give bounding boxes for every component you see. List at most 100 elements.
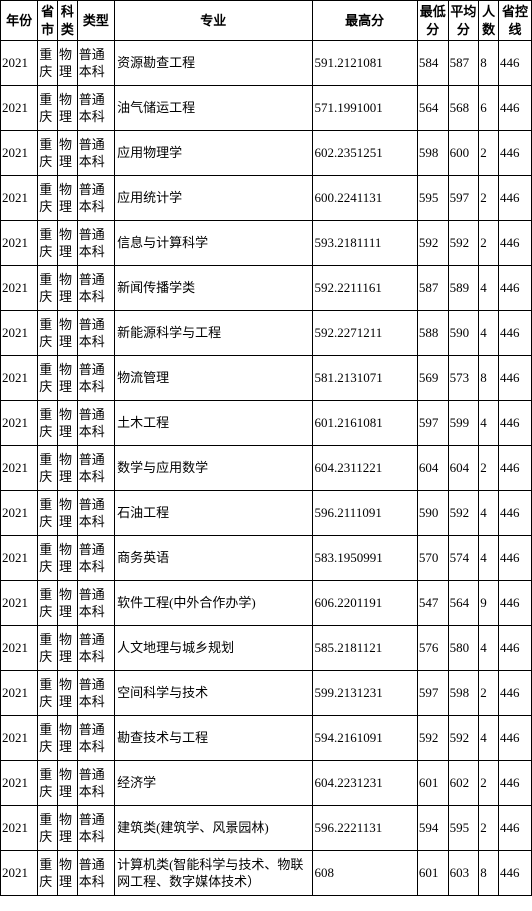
cell-subject: 物理 bbox=[58, 356, 78, 401]
cell-major: 物流管理 bbox=[115, 356, 312, 401]
cell-min: 547 bbox=[417, 581, 448, 626]
cell-year: 2021 bbox=[1, 176, 38, 221]
cell-subject: 物理 bbox=[58, 761, 78, 806]
header-province: 省市 bbox=[38, 1, 58, 41]
cell-type: 普通本科 bbox=[77, 761, 114, 806]
cell-line: 446 bbox=[499, 716, 532, 761]
cell-province: 重庆 bbox=[38, 41, 58, 86]
header-major: 专业 bbox=[115, 1, 312, 41]
cell-line: 446 bbox=[499, 671, 532, 716]
cell-avg: 587 bbox=[448, 41, 479, 86]
cell-min: 592 bbox=[417, 716, 448, 761]
cell-type: 普通本科 bbox=[77, 356, 114, 401]
cell-year: 2021 bbox=[1, 266, 38, 311]
cell-type: 普通本科 bbox=[77, 716, 114, 761]
cell-min: 597 bbox=[417, 671, 448, 716]
cell-line: 446 bbox=[499, 581, 532, 626]
cell-year: 2021 bbox=[1, 41, 38, 86]
table-row: 2021重庆物理普通本科经济学604.22312316016022446 bbox=[1, 761, 532, 806]
cell-year: 2021 bbox=[1, 311, 38, 356]
cell-line: 446 bbox=[499, 41, 532, 86]
cell-subject: 物理 bbox=[58, 491, 78, 536]
cell-subject: 物理 bbox=[58, 716, 78, 761]
cell-subject: 物理 bbox=[58, 86, 78, 131]
cell-major: 油气储运工程 bbox=[115, 86, 312, 131]
cell-count: 6 bbox=[479, 86, 499, 131]
cell-province: 重庆 bbox=[38, 626, 58, 671]
cell-major: 软件工程(中外合作办学) bbox=[115, 581, 312, 626]
cell-max: 602.2351251 bbox=[312, 131, 417, 176]
header-line: 省控线 bbox=[499, 1, 532, 41]
cell-count: 2 bbox=[479, 131, 499, 176]
cell-subject: 物理 bbox=[58, 806, 78, 851]
cell-count: 2 bbox=[479, 761, 499, 806]
cell-avg: 589 bbox=[448, 266, 479, 311]
table-row: 2021重庆物理普通本科石油工程596.21110915905924446 bbox=[1, 491, 532, 536]
table-row: 2021重庆物理普通本科建筑类(建筑学、风景园林)596.22211315945… bbox=[1, 806, 532, 851]
cell-line: 446 bbox=[499, 131, 532, 176]
cell-avg: 599 bbox=[448, 401, 479, 446]
cell-major: 信息与计算科学 bbox=[115, 221, 312, 266]
cell-type: 普通本科 bbox=[77, 491, 114, 536]
cell-line: 446 bbox=[499, 626, 532, 671]
cell-avg: 592 bbox=[448, 221, 479, 266]
cell-count: 4 bbox=[479, 401, 499, 446]
header-max: 最高分 bbox=[312, 1, 417, 41]
cell-max: 608 bbox=[312, 851, 417, 896]
cell-avg: 598 bbox=[448, 671, 479, 716]
cell-line: 446 bbox=[499, 266, 532, 311]
cell-major: 数学与应用数学 bbox=[115, 446, 312, 491]
cell-type: 普通本科 bbox=[77, 221, 114, 266]
cell-count: 4 bbox=[479, 536, 499, 581]
cell-count: 2 bbox=[479, 806, 499, 851]
cell-count: 2 bbox=[479, 176, 499, 221]
cell-province: 重庆 bbox=[38, 446, 58, 491]
table-row: 2021重庆物理普通本科软件工程(中外合作办学)606.220119154756… bbox=[1, 581, 532, 626]
cell-avg: 597 bbox=[448, 176, 479, 221]
cell-year: 2021 bbox=[1, 536, 38, 581]
cell-province: 重庆 bbox=[38, 221, 58, 266]
cell-min: 588 bbox=[417, 311, 448, 356]
cell-avg: 595 bbox=[448, 806, 479, 851]
cell-year: 2021 bbox=[1, 491, 38, 536]
cell-major: 应用统计学 bbox=[115, 176, 312, 221]
cell-min: 584 bbox=[417, 41, 448, 86]
cell-subject: 物理 bbox=[58, 626, 78, 671]
cell-type: 普通本科 bbox=[77, 581, 114, 626]
cell-year: 2021 bbox=[1, 851, 38, 896]
table-row: 2021重庆物理普通本科新闻传播学类592.22111615875894446 bbox=[1, 266, 532, 311]
cell-count: 2 bbox=[479, 446, 499, 491]
cell-subject: 物理 bbox=[58, 131, 78, 176]
cell-type: 普通本科 bbox=[77, 446, 114, 491]
cell-line: 446 bbox=[499, 446, 532, 491]
header-subject: 科类 bbox=[58, 1, 78, 41]
cell-line: 446 bbox=[499, 86, 532, 131]
cell-max: 604.2231231 bbox=[312, 761, 417, 806]
cell-min: 601 bbox=[417, 851, 448, 896]
cell-major: 计算机类(智能科学与技术、物联网工程、数字媒体技术） bbox=[115, 851, 312, 896]
cell-avg: 604 bbox=[448, 446, 479, 491]
table-header-row: 年份 省市 科类 类型 专业 最高分 最低分 平均分 人数 省控线 bbox=[1, 1, 532, 41]
cell-type: 普通本科 bbox=[77, 806, 114, 851]
cell-count: 4 bbox=[479, 626, 499, 671]
cell-subject: 物理 bbox=[58, 221, 78, 266]
cell-min: 598 bbox=[417, 131, 448, 176]
cell-year: 2021 bbox=[1, 806, 38, 851]
cell-avg: 602 bbox=[448, 761, 479, 806]
cell-subject: 物理 bbox=[58, 401, 78, 446]
cell-min: 601 bbox=[417, 761, 448, 806]
cell-major: 应用物理学 bbox=[115, 131, 312, 176]
cell-year: 2021 bbox=[1, 221, 38, 266]
cell-major: 土木工程 bbox=[115, 401, 312, 446]
cell-subject: 物理 bbox=[58, 671, 78, 716]
header-type: 类型 bbox=[77, 1, 114, 41]
cell-line: 446 bbox=[499, 536, 532, 581]
cell-year: 2021 bbox=[1, 86, 38, 131]
cell-count: 4 bbox=[479, 266, 499, 311]
cell-subject: 物理 bbox=[58, 266, 78, 311]
cell-province: 重庆 bbox=[38, 86, 58, 131]
cell-avg: 568 bbox=[448, 86, 479, 131]
cell-avg: 573 bbox=[448, 356, 479, 401]
table-row: 2021重庆物理普通本科信息与计算科学593.21811115925922446 bbox=[1, 221, 532, 266]
cell-avg: 580 bbox=[448, 626, 479, 671]
